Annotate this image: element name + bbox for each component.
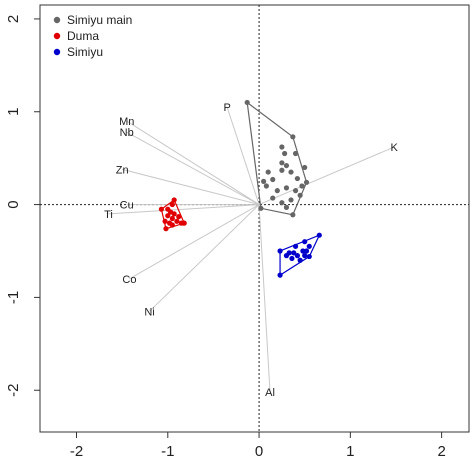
point-simiyu-main-3 — [290, 134, 296, 140]
point-duma-5 — [171, 211, 177, 217]
loading-label-p: P — [223, 102, 230, 114]
loading-line-co — [129, 204, 260, 280]
point-simiyu-0 — [277, 248, 283, 254]
point-simiyu-main-1 — [279, 144, 285, 150]
y-tick-label-4: 2 — [5, 15, 22, 23]
legend-label-simiyu: Simiyu — [67, 45, 103, 59]
point-simiyu-main-18 — [297, 192, 303, 198]
point-simiyu-main-2 — [282, 150, 288, 157]
point-simiyu-main-20 — [279, 200, 285, 206]
point-simiyu-9 — [300, 248, 306, 254]
point-simiyu-main-13 — [261, 178, 267, 184]
point-simiyu-5 — [292, 243, 299, 249]
point-simiyu-4 — [306, 243, 312, 249]
zero-lines — [40, 5, 469, 432]
point-duma-13 — [163, 226, 169, 232]
point-duma-3 — [158, 206, 164, 212]
data-points — [158, 99, 322, 278]
point-duma-0 — [171, 197, 177, 203]
loading-label-co: Co — [122, 274, 136, 286]
legend-marker-simiyu — [53, 48, 61, 56]
point-simiyu-11 — [306, 253, 312, 260]
point-simiyu-12 — [297, 257, 303, 263]
loading-line-ti — [108, 204, 260, 215]
y-tick-label-1: -1 — [5, 291, 22, 304]
legend-label-simiyu-main: Simiyu main — [67, 13, 132, 27]
point-simiyu-main-14 — [263, 183, 269, 189]
point-simiyu-10 — [302, 253, 308, 259]
y-tick-label-3: 1 — [5, 108, 22, 116]
plot-frame — [39, 4, 470, 433]
point-simiyu-main-5 — [283, 162, 290, 169]
point-duma-1 — [169, 201, 175, 208]
loading-label-k: K — [390, 142, 398, 154]
loading-line-ni — [149, 204, 260, 312]
x-tick-label-3: 1 — [346, 443, 354, 460]
loading-line-mn — [126, 120, 260, 205]
point-simiyu-main-25 — [299, 183, 305, 189]
hull-simiyu-main — [246, 101, 308, 216]
loading-lines — [108, 106, 395, 393]
point-duma-11 — [181, 220, 187, 226]
point-duma-6 — [165, 213, 171, 219]
x-tick-label-0: -2 — [70, 443, 83, 460]
point-simiyu-main-12 — [270, 176, 276, 183]
point-simiyu-main-9 — [302, 164, 308, 171]
loading-label-al: Al — [265, 387, 275, 399]
x-tick-label-2: 0 — [255, 443, 263, 460]
legend: Simiyu main Duma Simiyu — [53, 13, 132, 59]
loading-label-nb: Nb — [120, 127, 134, 139]
point-simiyu-main-22 — [290, 212, 296, 218]
point-simiyu-main-19 — [288, 197, 294, 203]
point-simiyu-main-7 — [288, 169, 294, 175]
point-simiyu-15 — [303, 248, 310, 254]
point-duma-15 — [167, 220, 173, 226]
loading-line-k — [258, 146, 395, 206]
point-duma-8 — [162, 218, 168, 224]
point-simiyu-main-15 — [274, 188, 280, 194]
point-simiyu-7 — [289, 255, 295, 262]
point-simiyu-main-0 — [244, 99, 250, 106]
point-simiyu-main-21 — [283, 204, 290, 210]
loading-line-p — [226, 106, 260, 205]
point-simiyu-main-16 — [283, 185, 290, 191]
loading-label-mn: Mn — [119, 116, 134, 128]
x-tick-label-4: 2 — [437, 443, 445, 460]
point-simiyu-main-6 — [279, 167, 285, 173]
point-simiyu-main-10 — [303, 179, 310, 185]
y-tick-label-0: -2 — [5, 384, 22, 397]
legend-label-duma: Duma — [67, 29, 99, 43]
x-tick-label-1: -1 — [161, 443, 174, 460]
point-simiyu-8 — [294, 253, 300, 259]
point-duma-7 — [169, 215, 175, 222]
loading-label-ti: Ti — [104, 209, 113, 221]
point-simiyu-3 — [302, 239, 308, 245]
point-simiyu-main-23 — [258, 205, 264, 211]
point-simiyu-main-24 — [270, 195, 276, 201]
point-simiyu-main-26 — [294, 175, 300, 182]
point-simiyu-1 — [277, 272, 283, 278]
loading-label-zn: Zn — [116, 164, 129, 176]
loading-line-zn — [122, 168, 260, 206]
point-simiyu-main-17 — [292, 188, 299, 194]
loading-line-al — [258, 204, 271, 393]
legend-marker-simiyu-main — [53, 16, 61, 24]
point-simiyu-2 — [316, 232, 322, 238]
x-axis: -2 -1 0 1 2 — [70, 432, 446, 460]
point-simiyu-main-8 — [292, 150, 299, 157]
legend-marker-duma — [53, 32, 61, 40]
loading-line-nb — [126, 131, 260, 206]
loading-label-ni: Ni — [144, 306, 154, 318]
point-simiyu-main-4 — [279, 160, 285, 166]
y-tick-label-2: 0 — [5, 200, 22, 208]
point-duma-9 — [174, 218, 180, 224]
point-simiyu-14 — [283, 253, 290, 259]
point-duma-14 — [176, 214, 182, 220]
point-simiyu-13 — [291, 250, 297, 256]
y-axis: -2 -1 0 1 2 — [5, 15, 40, 397]
point-simiyu-main-11 — [265, 169, 271, 175]
loading-label-cu: Cu — [120, 200, 134, 212]
